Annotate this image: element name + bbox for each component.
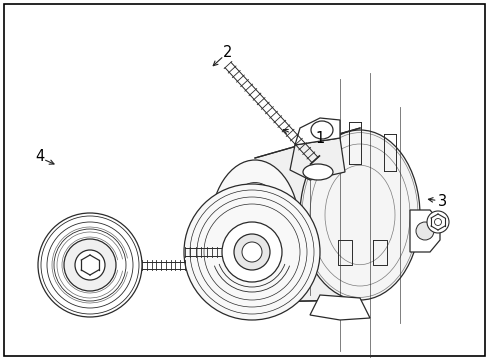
Text: 4: 4: [36, 149, 44, 164]
Ellipse shape: [310, 121, 332, 139]
Circle shape: [75, 250, 105, 280]
Ellipse shape: [303, 164, 332, 180]
Circle shape: [434, 219, 441, 225]
Ellipse shape: [299, 130, 419, 300]
Polygon shape: [409, 210, 439, 252]
Ellipse shape: [209, 160, 299, 300]
Circle shape: [38, 213, 142, 317]
Circle shape: [183, 184, 319, 320]
Text: 3: 3: [437, 194, 446, 209]
Polygon shape: [289, 138, 345, 180]
Circle shape: [64, 239, 116, 291]
Circle shape: [426, 211, 448, 233]
Text: 2: 2: [222, 45, 232, 60]
Circle shape: [242, 242, 262, 262]
Circle shape: [234, 234, 269, 270]
Circle shape: [415, 222, 433, 240]
Polygon shape: [254, 128, 359, 302]
Circle shape: [222, 222, 282, 282]
Polygon shape: [294, 118, 339, 145]
Text: 1: 1: [315, 131, 324, 146]
Polygon shape: [309, 295, 369, 320]
